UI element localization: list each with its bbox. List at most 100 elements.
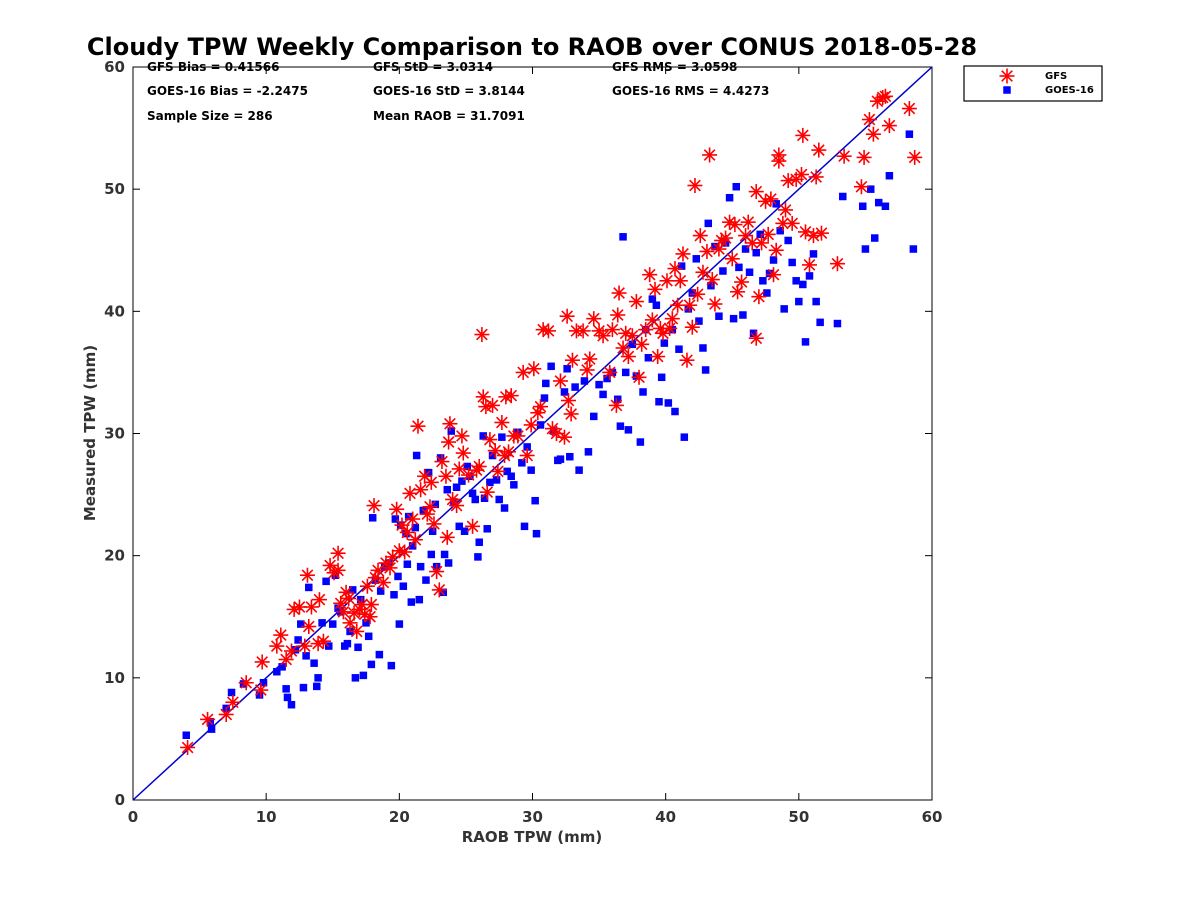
goes-16-point bbox=[560, 388, 569, 396]
gfs-point bbox=[687, 178, 703, 194]
gfs-point bbox=[303, 599, 319, 615]
goes-16-point bbox=[428, 527, 437, 535]
gfs-point bbox=[482, 432, 498, 448]
gfs-point bbox=[811, 142, 827, 158]
gfs-point bbox=[510, 428, 526, 444]
goes-16-point bbox=[745, 268, 754, 276]
gfs-point bbox=[784, 215, 800, 231]
goes-16-point bbox=[792, 277, 800, 285]
chart-title: Cloudy TPW Weekly Comparison to RAOB ove… bbox=[87, 33, 977, 61]
gfs-point bbox=[338, 584, 354, 600]
stat-gfs-std: GFS StD = 3.0314 bbox=[373, 60, 493, 74]
gfs-point bbox=[631, 369, 647, 385]
x-axis-ticks: 0 10 20 30 40 50 60 bbox=[128, 67, 942, 826]
goes-16-point bbox=[427, 550, 436, 559]
x-tick-label: 10 bbox=[256, 808, 277, 826]
stat-goes-rms: GOES-16 RMS = 4.4273 bbox=[612, 84, 769, 98]
stat-goes-bias: GOES-16 Bias = -2.2475 bbox=[147, 84, 308, 98]
y-tick-label: 50 bbox=[104, 180, 125, 198]
goes-16-point bbox=[801, 338, 810, 346]
goes-16-point bbox=[403, 560, 412, 568]
gfs-point bbox=[523, 417, 539, 433]
gfs-point bbox=[526, 361, 542, 377]
goes-16-point bbox=[784, 236, 792, 245]
goes-16-point bbox=[701, 366, 710, 374]
goes-16-point bbox=[329, 620, 337, 628]
goes-16-point bbox=[580, 377, 589, 385]
gfs-point bbox=[490, 463, 506, 479]
goes-16-point bbox=[255, 691, 264, 699]
gfs-point bbox=[442, 416, 458, 432]
goes-16-point bbox=[488, 451, 497, 460]
goes-16-point bbox=[343, 639, 352, 648]
goes-16-point bbox=[776, 226, 784, 235]
goes-16-point bbox=[839, 192, 847, 201]
gfs-point bbox=[474, 327, 490, 343]
goes-16-point bbox=[431, 500, 440, 509]
gfs-point bbox=[180, 739, 196, 755]
gfs-point bbox=[724, 251, 740, 267]
gfs-point bbox=[595, 328, 611, 344]
goes-16-point bbox=[503, 467, 511, 476]
gfs-point bbox=[402, 485, 418, 501]
gfs-point bbox=[604, 322, 620, 338]
gfs-point bbox=[628, 294, 644, 310]
y-tick-label: 60 bbox=[104, 58, 125, 76]
goes-16-point bbox=[439, 588, 448, 597]
goes-16-point bbox=[391, 515, 400, 523]
goes-16-point bbox=[905, 130, 914, 138]
goes-16-point bbox=[870, 234, 879, 242]
goes-16-point bbox=[542, 379, 550, 388]
gfs-point bbox=[273, 627, 289, 643]
goes-16-point bbox=[500, 504, 509, 512]
goes-16-point bbox=[756, 230, 764, 239]
goes-16-point bbox=[749, 329, 758, 338]
goes-16-point bbox=[752, 248, 760, 257]
goes-16-point bbox=[273, 667, 281, 676]
goes-16-point bbox=[460, 527, 469, 535]
goes-16-point bbox=[657, 373, 666, 382]
gfs-point bbox=[771, 153, 787, 169]
gfs-point bbox=[559, 308, 575, 324]
gfs-point bbox=[501, 444, 517, 460]
gfs-point bbox=[341, 590, 357, 606]
gfs-point bbox=[218, 706, 234, 722]
goes-16-point bbox=[399, 582, 408, 590]
gfs-point bbox=[454, 428, 470, 444]
goes-16-point bbox=[523, 443, 531, 451]
gfs-point bbox=[768, 242, 784, 258]
gfs-point bbox=[441, 434, 457, 450]
goes-16-point bbox=[520, 522, 529, 531]
y-tick-label: 40 bbox=[104, 302, 125, 320]
goes-16-point bbox=[739, 311, 747, 319]
gfs-point bbox=[778, 202, 794, 218]
goes-16-point bbox=[881, 202, 890, 211]
y-axis-ticks: 0 10 20 30 40 50 60 bbox=[104, 58, 932, 809]
x-tick-label: 20 bbox=[389, 808, 410, 826]
goes-16-point bbox=[376, 587, 385, 595]
goes-16-point bbox=[861, 245, 870, 253]
gfs-point bbox=[865, 126, 881, 142]
gfs-point bbox=[875, 90, 891, 106]
goes-16-point bbox=[684, 305, 693, 313]
goes-16-point bbox=[436, 454, 445, 462]
gfs-point bbox=[335, 604, 351, 620]
goes-16-point bbox=[227, 688, 236, 697]
goes-16-point bbox=[677, 262, 686, 270]
goes-16-point bbox=[348, 586, 357, 594]
gfs-point bbox=[238, 675, 254, 691]
goes-16-point bbox=[282, 685, 290, 693]
goes-16-point bbox=[788, 258, 796, 267]
gfs-point bbox=[563, 406, 579, 422]
gfs-point bbox=[610, 307, 626, 323]
goes-16-point bbox=[531, 496, 539, 505]
goes-16-point bbox=[495, 495, 503, 504]
gfs-point bbox=[699, 243, 715, 259]
gfs-point bbox=[672, 273, 688, 289]
goes-16-point bbox=[616, 422, 625, 430]
goes-16-point bbox=[715, 312, 723, 320]
goes-16-point bbox=[707, 281, 715, 290]
gfs-point bbox=[664, 311, 680, 327]
goes-16-point bbox=[498, 433, 506, 441]
goes-16-point bbox=[711, 242, 719, 251]
